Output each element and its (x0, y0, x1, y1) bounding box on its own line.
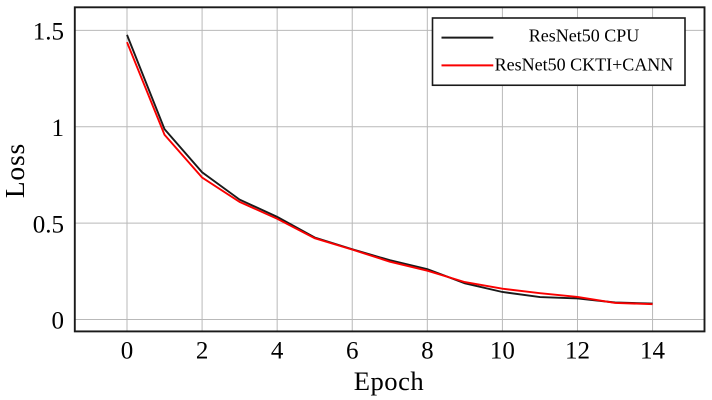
svg-text:2: 2 (196, 338, 209, 365)
svg-text:0.5: 0.5 (33, 211, 64, 238)
svg-text:6: 6 (346, 338, 359, 365)
svg-text:ResNet50 CKTI+CANN: ResNet50 CKTI+CANN (495, 54, 674, 74)
svg-text:0: 0 (52, 308, 65, 335)
svg-text:10: 10 (490, 338, 515, 365)
svg-text:14: 14 (640, 338, 666, 365)
svg-text:12: 12 (565, 338, 590, 365)
svg-text:Loss: Loss (0, 143, 30, 198)
svg-text:4: 4 (271, 338, 284, 365)
svg-text:0: 0 (121, 338, 134, 365)
svg-text:1.5: 1.5 (33, 19, 64, 46)
svg-text:8: 8 (421, 338, 434, 365)
svg-text:1: 1 (52, 115, 65, 142)
svg-text:ResNet50 CPU: ResNet50 CPU (529, 26, 640, 46)
svg-text:Epoch: Epoch (354, 366, 424, 396)
